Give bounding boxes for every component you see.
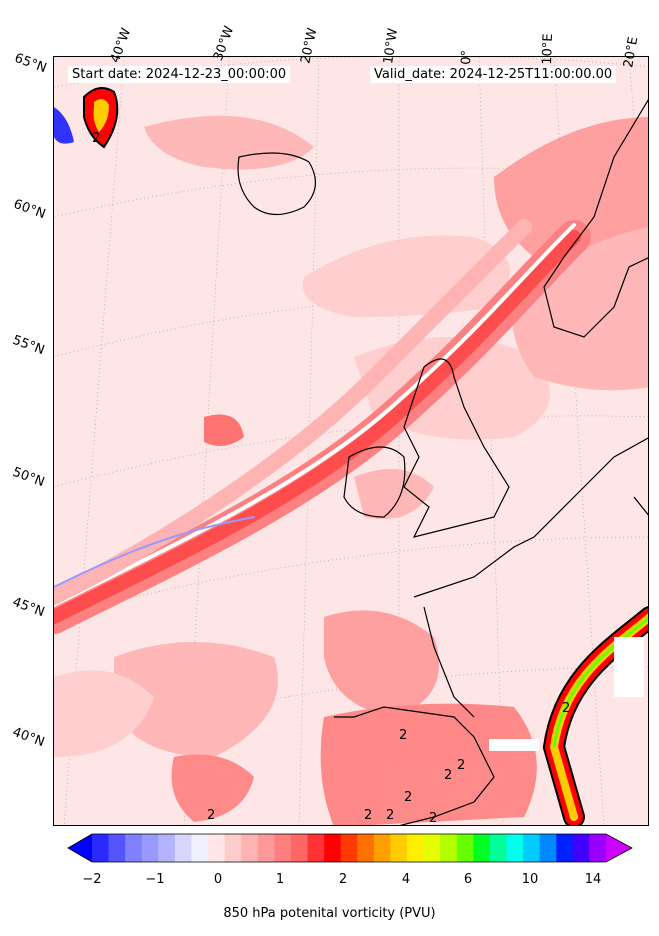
colorbar-bin bbox=[290, 834, 309, 862]
colorbar bbox=[67, 833, 633, 863]
pv-jet-band bbox=[54, 219, 591, 634]
britain-coast bbox=[403, 358, 510, 538]
colorbar-bin bbox=[141, 834, 159, 862]
colorbar-bin bbox=[373, 834, 391, 862]
contour-label: 2 bbox=[386, 808, 394, 823]
colorbar-bin bbox=[208, 834, 226, 862]
colorbar-bin bbox=[556, 834, 574, 862]
coastlines bbox=[237, 99, 648, 825]
pv-high-band bbox=[542, 606, 648, 825]
start-date-label: Start date: 2024-12-23_00:00:00 bbox=[68, 66, 291, 83]
contour-label: 2 bbox=[429, 811, 437, 826]
lat-label-65n: 65°N bbox=[12, 50, 49, 77]
contour-label: 2 bbox=[399, 728, 407, 743]
contour-label: 2 bbox=[207, 808, 215, 823]
colorbar-outline bbox=[67, 833, 633, 863]
colorbar-extend-high bbox=[606, 834, 632, 862]
colorbar-bin bbox=[324, 834, 342, 862]
contour-label: 2 bbox=[444, 768, 452, 783]
italy-coast bbox=[633, 496, 648, 516]
france-coast bbox=[423, 606, 475, 718]
colorbar-tick: 10 bbox=[521, 872, 539, 887]
colorbar-bin bbox=[125, 834, 143, 862]
colorbar-bin bbox=[257, 834, 275, 862]
missing-data-patch bbox=[489, 739, 539, 751]
colorbar-bin bbox=[158, 834, 176, 862]
norway-coast bbox=[543, 99, 648, 338]
colorbar-bin bbox=[589, 834, 607, 862]
ireland-coast bbox=[343, 446, 406, 518]
colorbar-bin bbox=[92, 834, 110, 862]
colorbar-bin bbox=[407, 834, 425, 862]
contour-label: 2 bbox=[92, 131, 100, 146]
colorbar-bin bbox=[523, 834, 541, 862]
colorbar-bin bbox=[108, 834, 126, 862]
contour-labels: 2 2 2 2 2 2 2 2 2 2 bbox=[92, 131, 570, 826]
valid-date-label: Valid_date: 2024-12-25T11:00:00.00 bbox=[370, 66, 617, 83]
colorbar-bin bbox=[191, 834, 209, 862]
greenland-high-pv bbox=[54, 87, 119, 149]
colorbar-bin bbox=[174, 834, 192, 862]
colorbar-bin bbox=[340, 834, 358, 862]
contour-label: 2 bbox=[562, 701, 570, 716]
colorbar-bin bbox=[307, 834, 325, 862]
colorbar-bin bbox=[274, 834, 292, 862]
colorbar-bin bbox=[423, 834, 441, 862]
iceland-coast bbox=[237, 152, 316, 216]
lat-label-40n: 40°N bbox=[10, 724, 47, 751]
colorbar-bin bbox=[506, 834, 524, 862]
lon-label-10e: 10°E bbox=[540, 33, 557, 65]
lat-label-55n: 55°N bbox=[10, 332, 47, 359]
lon-label-0: 0° bbox=[459, 49, 475, 65]
europe-coast bbox=[413, 437, 648, 598]
map-panel: 2 2 2 2 2 2 2 2 2 2 bbox=[53, 56, 649, 826]
contour-label: 2 bbox=[364, 808, 372, 823]
colorbar-bin bbox=[224, 834, 242, 862]
colorbar-tick: 2 bbox=[338, 872, 348, 887]
colorbar-tick: −2 bbox=[82, 872, 102, 887]
colorbar-bin bbox=[390, 834, 408, 862]
colorbar-bin bbox=[456, 834, 474, 862]
colorbar-tick: 0 bbox=[213, 872, 223, 887]
lat-label-60n: 60°N bbox=[11, 196, 48, 223]
colorbar-bin bbox=[489, 834, 508, 862]
colorbar-bin bbox=[539, 834, 557, 862]
colorbar-tick: 14 bbox=[584, 872, 602, 887]
colorbar-label: 850 hPa potenital vorticity (PVU) bbox=[223, 906, 436, 921]
colorbar-tick: 4 bbox=[401, 872, 411, 887]
colorbar-tick: 6 bbox=[463, 872, 473, 887]
iberia-coast bbox=[334, 706, 495, 825]
pv-field-map: 2 2 2 2 2 2 2 2 2 2 bbox=[54, 57, 648, 826]
colorbar-tick: 1 bbox=[275, 872, 285, 887]
contour-label: 2 bbox=[457, 758, 465, 773]
lat-label-50n: 50°N bbox=[10, 464, 47, 491]
colorbar-bin bbox=[572, 834, 590, 862]
colorbar-bin bbox=[241, 834, 259, 862]
contour-label: 2 bbox=[404, 790, 412, 805]
colorbar-extend-low bbox=[68, 834, 92, 862]
colorbar-tick: −1 bbox=[145, 872, 165, 887]
lat-label-45n: 45°N bbox=[10, 594, 47, 621]
colorbar-bin bbox=[357, 834, 375, 862]
colorbar-bin bbox=[440, 834, 458, 862]
colorbar-bin bbox=[473, 834, 491, 862]
missing-data-patch bbox=[614, 637, 644, 697]
